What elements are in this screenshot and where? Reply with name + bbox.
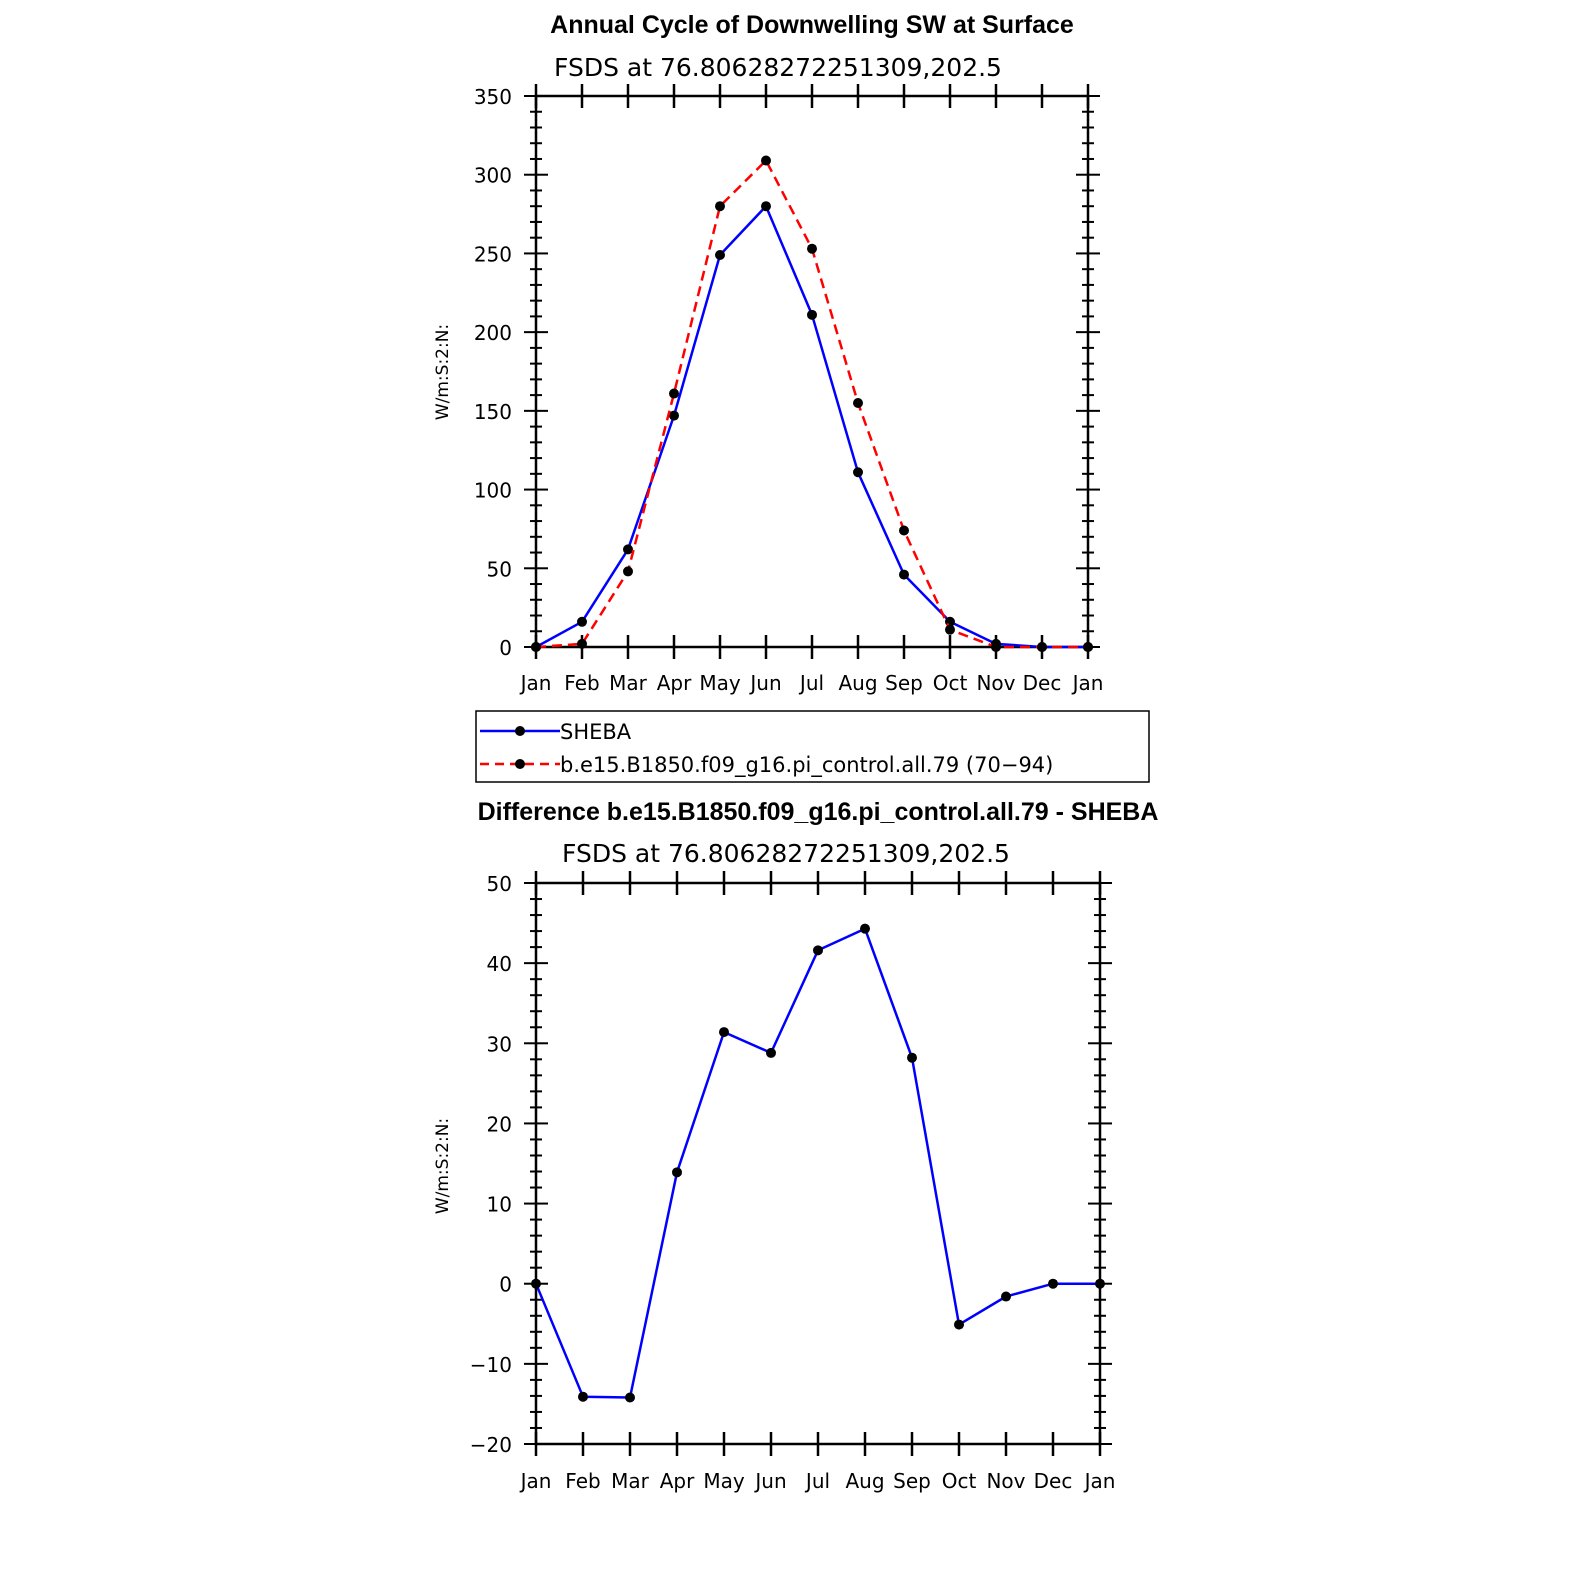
x-tick-label: Jun (748, 671, 781, 695)
chart-title: Annual Cycle of Downwelling SW at Surfac… (550, 11, 1074, 39)
y-axis-label: W/m:S:2:N: (433, 324, 453, 420)
x-tick-label: Feb (565, 1469, 600, 1493)
chart-subtitle: FSDS at 76.80628272251309,202.5 (562, 839, 1010, 868)
x-tick-label: May (703, 1469, 745, 1493)
x-tick-label: Dec (1034, 1469, 1073, 1493)
legend-label-model: b.e15.B1850.f09_g16.pi_control.all.79 (7… (560, 753, 1053, 778)
legend-label-sheba: SHEBA (560, 720, 632, 744)
y-axis-label: W/m:S:2:N: (433, 1118, 453, 1214)
legend-marker-sheba (515, 726, 525, 736)
data-point (813, 945, 823, 956)
x-tick-label: Sep (885, 671, 923, 695)
x-tick-label: Apr (660, 1469, 695, 1493)
legend: SHEBA b.e15.B1850.f09_g16.pi_control.all… (475, 710, 1150, 783)
y-tick-label: 250 (474, 242, 512, 266)
data-point (853, 467, 863, 478)
y-tick-label: 0 (499, 636, 512, 660)
x-tick-label: Sep (893, 1469, 931, 1493)
x-tick-label: May (699, 671, 741, 695)
difference-panel: Difference b.e15.B1850.f09_g16.pi_contro… (433, 798, 1158, 1493)
x-tick-label: Jun (753, 1469, 786, 1493)
axis-ticks: Jan Feb Mar Apr May Jun Jul Aug Sep Oct Nov Dec Jan 0… (474, 84, 1104, 695)
data-point (577, 638, 587, 649)
annual-cycle-panel: Annual Cycle of Downwelling SW at Surfac… (433, 11, 1103, 695)
data-point (807, 243, 817, 254)
data-point (899, 525, 909, 536)
data-point (715, 201, 725, 212)
y-tick-label: 40 (487, 952, 512, 976)
x-tick-label: Nov (976, 671, 1015, 695)
y-tick-label: 350 (474, 85, 512, 109)
data-point (1048, 1278, 1058, 1289)
series-line (535, 204, 1088, 649)
plot-frame (534, 881, 1102, 1446)
y-tick-label: 50 (487, 557, 512, 581)
y-tick-label: −20 (470, 1433, 512, 1457)
data-point (761, 155, 771, 166)
x-tick-label: Aug (845, 1469, 884, 1493)
data-point (625, 1392, 635, 1403)
data-point (1001, 1291, 1011, 1302)
data-point (853, 397, 863, 408)
data-point (991, 642, 1001, 652)
data-point (578, 1391, 588, 1402)
data-point (1095, 1278, 1105, 1289)
y-tick-label: 200 (474, 321, 512, 345)
data-point (719, 1027, 729, 1038)
series-group (531, 155, 1093, 652)
data-point (807, 309, 817, 320)
axis-ticks: Jan Feb Mar Apr May Jun Jul Aug Sep Oct Nov Dec Jan−… (470, 871, 1116, 1493)
data-point (623, 544, 633, 555)
y-tick-label: −10 (470, 1353, 512, 1377)
data-point (669, 388, 679, 399)
y-tick-label: 0 (499, 1273, 512, 1297)
data-point (907, 1052, 917, 1063)
data-point (577, 616, 587, 627)
y-tick-label: 50 (487, 872, 512, 896)
x-tick-label: Jan (519, 1469, 552, 1493)
x-tick-label: Dec (1023, 671, 1062, 695)
series-line (535, 159, 1088, 649)
data-point (531, 1278, 541, 1289)
data-point (531, 642, 541, 652)
x-tick-label: Aug (838, 671, 877, 695)
legend-marker-model (515, 759, 525, 769)
data-point (766, 1047, 776, 1058)
data-point (860, 923, 870, 934)
x-tick-label: Oct (933, 671, 968, 695)
y-tick-label: 10 (487, 1193, 512, 1217)
x-tick-label: Jan (519, 671, 552, 695)
x-tick-label: Jul (798, 671, 824, 695)
data-point (899, 569, 909, 580)
x-tick-label: Jan (1083, 1469, 1116, 1493)
series-line (534, 927, 1100, 1399)
data-point (761, 201, 771, 212)
data-point (945, 624, 955, 635)
data-point (1083, 642, 1093, 652)
data-point (623, 566, 633, 577)
data-point (715, 250, 725, 261)
x-tick-label: Oct (942, 1469, 977, 1493)
chart-subtitle: FSDS at 76.80628272251309,202.5 (554, 53, 1002, 82)
data-point (669, 410, 679, 421)
data-point (954, 1319, 964, 1330)
y-tick-label: 150 (474, 400, 512, 424)
legend-frame (475, 710, 1150, 783)
x-tick-label: Jul (804, 1469, 830, 1493)
y-tick-label: 100 (474, 479, 512, 503)
x-tick-label: Mar (611, 1469, 650, 1493)
chart-title: Difference b.e15.B1850.f09_g16.pi_contro… (478, 798, 1159, 826)
series-group (531, 923, 1105, 1403)
y-tick-label: 20 (487, 1112, 512, 1136)
x-tick-label: Jan (1071, 671, 1104, 695)
x-tick-label: Nov (986, 1469, 1025, 1493)
y-tick-label: 30 (487, 1032, 512, 1056)
data-point (1037, 642, 1047, 652)
x-tick-label: Feb (564, 671, 599, 695)
y-tick-label: 300 (474, 164, 512, 188)
x-tick-label: Mar (609, 671, 648, 695)
x-tick-label: Apr (657, 671, 692, 695)
data-point (672, 1167, 682, 1178)
